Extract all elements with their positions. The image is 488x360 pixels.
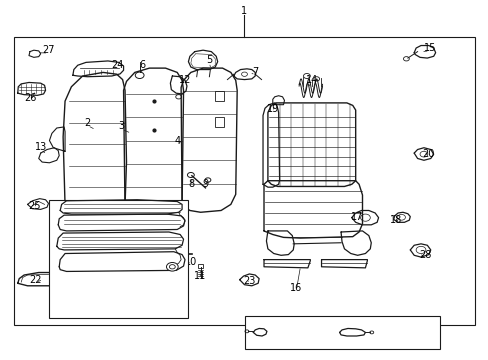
Text: 9: 9 bbox=[202, 179, 208, 189]
Bar bbox=[215, 117, 224, 127]
Bar bbox=[14, 37, 474, 325]
Text: 20: 20 bbox=[422, 149, 434, 159]
Text: 3: 3 bbox=[118, 121, 124, 131]
Bar bbox=[198, 264, 203, 268]
Text: 29: 29 bbox=[286, 326, 299, 336]
Text: 19: 19 bbox=[266, 104, 278, 114]
Text: 27: 27 bbox=[42, 45, 55, 55]
Text: 12: 12 bbox=[179, 75, 191, 85]
Text: 14: 14 bbox=[305, 75, 317, 85]
Text: 6: 6 bbox=[139, 60, 145, 70]
Text: 25: 25 bbox=[28, 201, 41, 211]
Text: 5: 5 bbox=[206, 54, 212, 64]
Text: 18: 18 bbox=[389, 215, 401, 225]
Text: 21: 21 bbox=[68, 230, 81, 239]
Text: 30: 30 bbox=[358, 326, 370, 336]
Text: 22: 22 bbox=[29, 275, 42, 285]
Text: 17: 17 bbox=[350, 212, 362, 221]
Text: 26: 26 bbox=[25, 93, 37, 103]
Text: 11: 11 bbox=[193, 271, 205, 281]
Circle shape bbox=[166, 262, 178, 271]
Text: 28: 28 bbox=[419, 249, 431, 260]
Bar bbox=[245, 316, 439, 348]
Bar bbox=[49, 200, 188, 318]
Bar bbox=[215, 91, 224, 101]
Text: 23: 23 bbox=[243, 276, 255, 286]
Text: 16: 16 bbox=[289, 283, 302, 293]
Text: 13: 13 bbox=[35, 142, 47, 152]
Text: 2: 2 bbox=[84, 118, 90, 128]
Text: 8: 8 bbox=[188, 179, 195, 189]
Text: 15: 15 bbox=[423, 43, 435, 53]
Text: 7: 7 bbox=[252, 67, 258, 77]
Text: 1: 1 bbox=[241, 6, 247, 17]
Text: 4: 4 bbox=[174, 136, 180, 146]
Text: 24: 24 bbox=[111, 60, 123, 70]
Text: 10: 10 bbox=[184, 257, 197, 267]
